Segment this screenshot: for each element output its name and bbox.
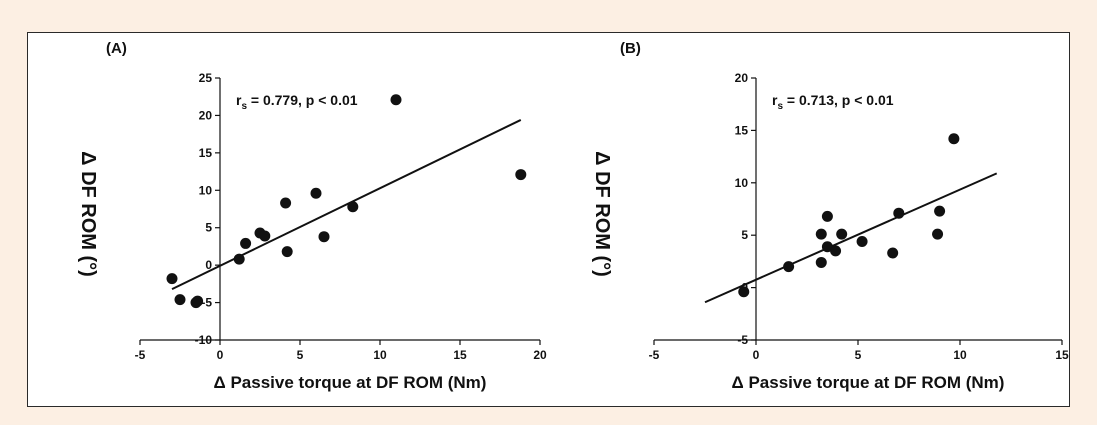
y-tick-label-a-3: 5	[205, 221, 212, 235]
annotation-sub-b: s	[777, 101, 783, 112]
annotation-r-b: r	[772, 92, 778, 108]
y-tick-label-a-5: 15	[199, 146, 213, 160]
data-point-a-5	[240, 237, 252, 249]
data-point-b-12	[934, 205, 946, 217]
y-axis-title-b: Δ DF ROM (°)	[591, 151, 613, 277]
data-point-a-1	[174, 294, 186, 306]
x-tick-label-a-5: 20	[533, 348, 547, 362]
y-axis-title-a: Δ DF ROM (°)	[77, 151, 99, 277]
figure-frame: -10 -5 0 5 10 15 20 25 -5 0 5 10 15 20 Δ Passive torqu…	[27, 32, 1070, 407]
x-tick-label-b-2: 5	[855, 348, 862, 362]
x-tick-label-b-1: 0	[753, 348, 760, 362]
data-point-a-7	[259, 230, 271, 242]
data-point-b-4	[821, 210, 833, 222]
x-tick-label-b-0: -5	[649, 348, 660, 362]
x-tick-label-b-3: 10	[953, 348, 967, 362]
data-point-a-4	[233, 253, 245, 265]
data-point-b-1	[783, 261, 795, 273]
x-tick-label-a-0: -5	[135, 348, 146, 362]
data-point-b-5	[821, 241, 833, 253]
x-tick-label-a-3: 10	[373, 348, 387, 362]
y-tick-label-a-6: 20	[199, 108, 213, 122]
y-tick-label-a-1: -5	[201, 296, 212, 310]
y-tick-label-b-4: 15	[735, 123, 749, 137]
correlation-annotation-b: rs = 0.713, p < 0.01	[772, 92, 894, 112]
data-point-b-11	[932, 228, 944, 240]
annotation-text-b: = 0.713, p < 0.01	[783, 92, 894, 108]
x-axis-title-a: Δ Passive torque at DF ROM (Nm)	[214, 373, 487, 392]
x-tick-label-a-4: 15	[453, 348, 467, 362]
data-point-a-8	[280, 197, 292, 209]
regression-line-b	[704, 172, 998, 304]
panel-label-a: (A)	[106, 40, 127, 57]
panel-label-b: (B)	[620, 40, 641, 57]
data-point-b-0	[738, 286, 750, 298]
data-point-b-8	[856, 235, 868, 247]
data-point-b-13	[948, 133, 960, 145]
regression-line-a	[171, 119, 522, 290]
y-tick-label-a-7: 25	[199, 71, 213, 85]
annotation-text-a: = 0.779, p < 0.01	[247, 92, 358, 108]
data-point-b-9	[887, 247, 899, 259]
x-tick-label-b-4: 15	[1055, 348, 1069, 362]
y-tick-label-b-5: 20	[735, 71, 749, 85]
y-tick-label-b-3: 10	[735, 176, 749, 190]
data-point-a-10	[310, 187, 322, 199]
data-point-b-6	[830, 245, 842, 257]
annotation-r-a: r	[236, 92, 242, 108]
data-point-a-9	[281, 246, 293, 258]
data-point-a-11	[318, 231, 330, 243]
y-tick-label-b-2: 5	[741, 228, 748, 242]
correlation-annotation-a: rs = 0.779, p < 0.01	[236, 92, 358, 112]
data-point-a-0	[166, 273, 178, 285]
x-tick-label-a-2: 5	[297, 348, 304, 362]
annotation-sub-a: s	[241, 101, 247, 112]
y-tick-label-a-2: 0	[205, 258, 212, 272]
x-tick-label-a-1: 0	[217, 348, 224, 362]
data-point-a-12	[347, 201, 359, 213]
data-point-a-3	[192, 295, 204, 307]
data-point-b-2	[815, 228, 827, 240]
data-point-a-13	[390, 94, 402, 106]
y-tick-label-a-4: 10	[199, 183, 213, 197]
data-point-b-10	[893, 207, 905, 219]
data-point-b-3	[815, 256, 827, 268]
x-axis-title-b: Δ Passive torque at DF ROM (Nm)	[732, 373, 1005, 392]
data-point-b-7	[836, 228, 848, 240]
data-point-a-14	[515, 169, 527, 181]
